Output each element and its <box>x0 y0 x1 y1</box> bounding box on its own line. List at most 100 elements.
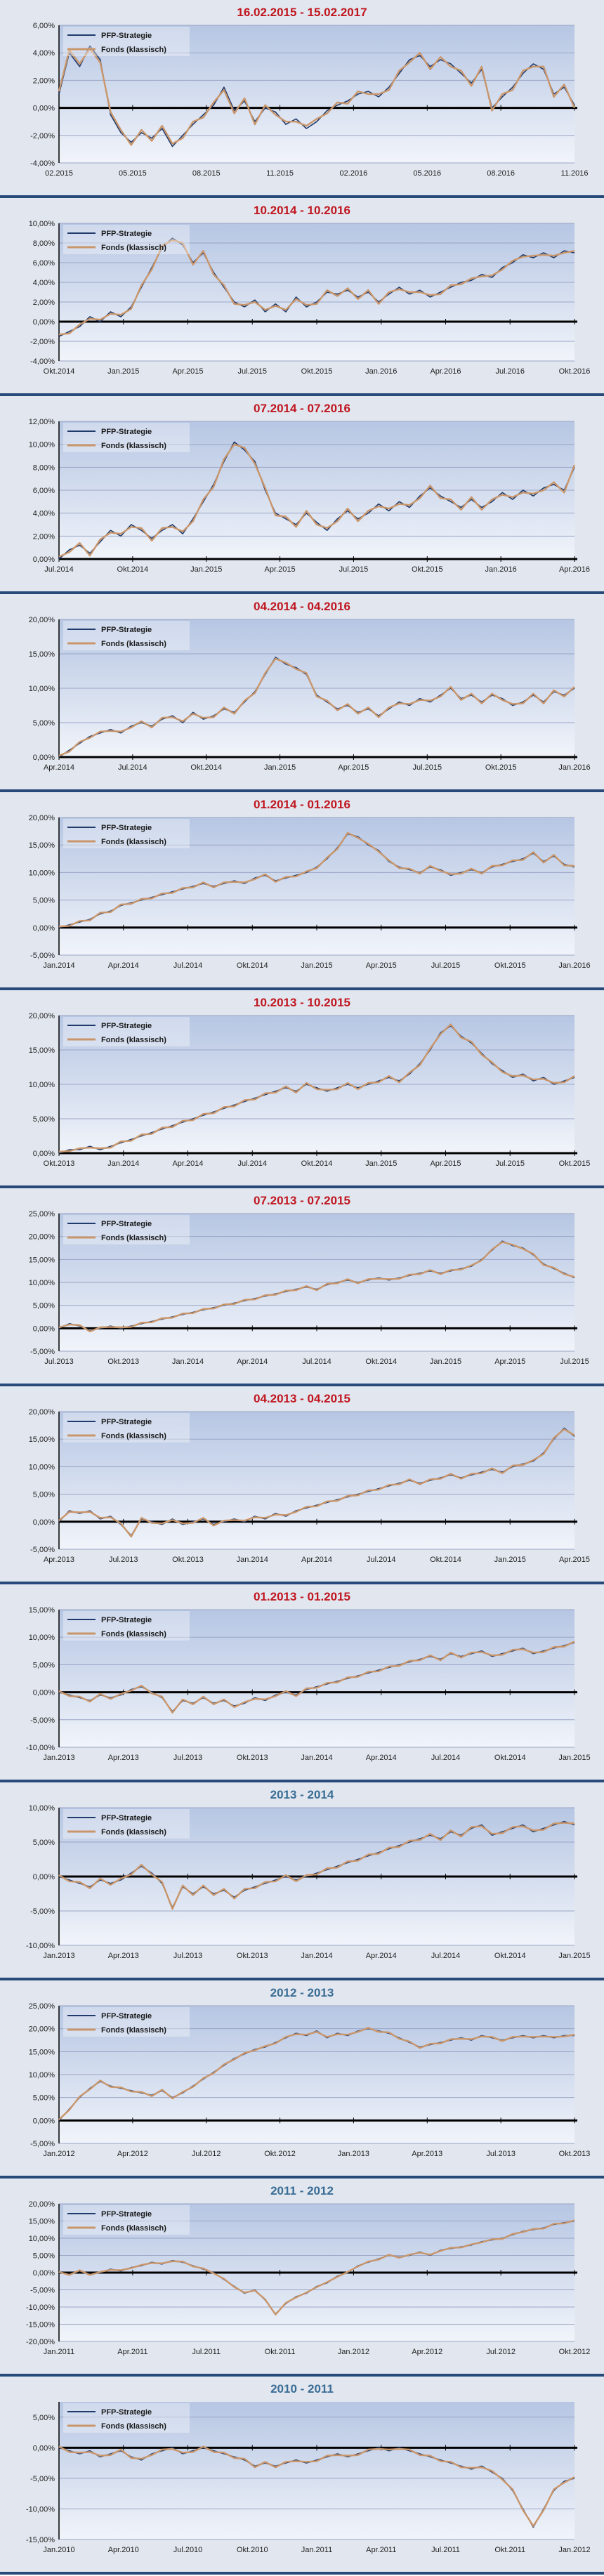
legend-label: Fonds (klassisch) <box>101 1432 166 1440</box>
x-tick-label: Jan.2015 <box>107 367 139 376</box>
x-tick-label: 02.2016 <box>340 169 368 178</box>
x-tick-label: 05.2016 <box>413 169 441 178</box>
y-tick-label: -5,00% <box>30 1907 55 1916</box>
x-tick-label: 02.2015 <box>45 169 73 178</box>
x-tick-label: Apr.2011 <box>366 2546 396 2554</box>
chart-svg: 12,00%10,00%8,00%6,00%4,00%2,00%0,00%Jul… <box>0 418 604 594</box>
plot-area <box>59 817 575 955</box>
legend-label: Fonds (klassisch) <box>101 442 166 450</box>
series-line-fonds-klassisch <box>58 2445 575 2528</box>
legend-label: PFP-Strategie <box>101 1814 152 1822</box>
y-tick-label: 15,00% <box>29 841 55 850</box>
panel-separator <box>0 195 604 198</box>
series-line-fonds-klassisch <box>58 657 575 757</box>
x-tick-label: Okt.2015 <box>494 961 526 970</box>
legend-label: PFP-Strategie <box>101 1022 152 1030</box>
y-tick-label: 15,00% <box>29 1256 55 1264</box>
chart-svg: 15,00% 10,00% 5,00% 0,00% -5,00% -10,00% Jan.2… <box>0 1606 604 1782</box>
chart-panel: 2012 - 2013 25,00% 20,00% 15,00% 10,00% 5,00%… <box>0 1980 604 2179</box>
y-tick-label: 5,00% <box>33 2414 55 2422</box>
x-tick-label: Jul.2012 <box>192 2150 221 2158</box>
panel-separator <box>0 1780 604 1782</box>
x-tick-label: Jan.2015 <box>190 565 222 574</box>
x-tick-label: Apr.2012 <box>412 2348 442 2356</box>
series-line-fonds-klassisch <box>58 832 575 928</box>
x-tick-label: Jan.2013 <box>43 1754 74 1762</box>
legend-label: Fonds (klassisch) <box>101 838 166 846</box>
chart-svg: 20,00% 15,00% 10,00% 5,00% 0,00%Apr.2014 Jul.… <box>0 616 604 792</box>
chart-title: 07.2013 - 07.2015 <box>253 1194 350 1207</box>
x-tick-label: Okt.2012 <box>264 2150 296 2158</box>
x-tick-label: Jul.2013 <box>109 1556 138 1564</box>
chart-title: 2010 - 2011 <box>270 2382 334 2396</box>
x-tick-label: Okt.2013 <box>107 1358 139 1366</box>
y-tick-label: 2,00% <box>33 532 55 541</box>
x-tick-label: Apr.2016 <box>559 565 590 574</box>
x-tick-label: Okt.2014 <box>190 763 222 772</box>
x-tick-label: Jan.2012 <box>338 2348 369 2356</box>
legend-label: PFP-Strategie <box>101 2408 152 2417</box>
y-tick-label: 4,00% <box>33 49 55 58</box>
x-tick-label: Jul.2014 <box>431 1754 461 1762</box>
x-tick-label: Jan.2014 <box>107 1159 139 1168</box>
legend-label: Fonds (klassisch) <box>101 2422 166 2431</box>
y-tick-label: 0,00% <box>33 556 55 564</box>
chart-title: 10.2013 - 10.2015 <box>253 996 350 1009</box>
panel-separator <box>0 1582 604 1584</box>
chart-panel: 10.2014 - 10.2016 10,00% 8,00% 6,00% 4,00% 2,… <box>0 198 604 396</box>
legend-label: Fonds (klassisch) <box>101 244 166 252</box>
y-tick-label: 0,00% <box>33 1325 55 1333</box>
y-tick-label: 10,00% <box>29 1634 55 1642</box>
x-tick-label: Jul.2014 <box>118 763 147 772</box>
legend-box <box>63 1809 190 1839</box>
y-tick-label: 0,00% <box>33 318 55 327</box>
x-tick-label: Jul.2010 <box>173 2546 203 2554</box>
y-tick-label: 0,00% <box>33 1518 55 1527</box>
x-tick-label: Apr.2013 <box>108 1952 139 1960</box>
x-tick-label: Jan.2015 <box>430 1358 461 1366</box>
x-tick-label: Jan.2014 <box>237 1556 268 1564</box>
x-tick-label: Jan.2015 <box>494 1556 526 1564</box>
x-tick-label: Okt.2014 <box>44 367 75 376</box>
y-tick-label: -10,00% <box>26 2304 55 2312</box>
x-tick-label: Apr.2011 <box>117 2348 147 2356</box>
x-tick-label: Jul.2014 <box>44 565 74 574</box>
x-tick-label: Apr.2014 <box>44 763 74 772</box>
y-tick-label: 25,00% <box>29 2002 55 2011</box>
x-tick-label: 08.2016 <box>487 169 515 178</box>
y-tick-label: 5,00% <box>33 897 55 905</box>
panel-separator <box>0 1384 604 1386</box>
legend-box <box>63 1413 190 1443</box>
y-tick-label: -10,00% <box>26 1942 55 1950</box>
panel-separator <box>0 987 604 990</box>
legend-box <box>63 621 190 650</box>
legend-label: Fonds (klassisch) <box>101 1234 166 1242</box>
x-tick-label: Apr.2014 <box>301 1556 332 1564</box>
legend-box <box>63 1215 190 1244</box>
y-tick-label: -5,00% <box>30 1348 55 1356</box>
x-tick-label: Apr.2013 <box>44 1556 74 1564</box>
x-tick-label: Apr.2015 <box>172 367 203 376</box>
x-tick-label: Apr.2015 <box>265 565 296 574</box>
y-tick-label: -5,00% <box>30 2140 55 2148</box>
y-tick-label: 0,00% <box>33 2444 55 2452</box>
chart-title: 2013 - 2014 <box>270 1788 334 1801</box>
y-tick-label: -15,00% <box>26 2321 55 2329</box>
chart-panel: 07.2014 - 07.2016 12,00% 10,00% 8,00% 6,00% 4… <box>0 396 604 594</box>
chart-panel: 2013 - 2014 10,00% 5,00% 0,00% -5,00% -10,00%… <box>0 1782 604 1980</box>
y-tick-label: 25,00% <box>29 1210 55 1218</box>
x-tick-label: Okt.2014 <box>365 1358 397 1366</box>
y-tick-label: 6,00% <box>33 487 55 495</box>
x-tick-label: Jul.2013 <box>44 1358 74 1366</box>
panel-separator <box>0 1978 604 1980</box>
x-tick-label: Okt.2011 <box>494 2546 525 2554</box>
chart-panel: 2010 - 2011 5,00% 0,00% -5,00% -10,00% -15,00… <box>0 2377 604 2575</box>
y-tick-label: 8,00% <box>33 464 55 472</box>
x-tick-label: Jul.2014 <box>431 1952 461 1960</box>
x-tick-label: Jan.2010 <box>43 2546 74 2554</box>
y-tick-label: -4,00% <box>30 159 55 168</box>
y-tick-label: 20,00% <box>29 616 55 624</box>
y-tick-label: 0,00% <box>33 924 55 933</box>
x-tick-label: Jul.2016 <box>495 367 525 376</box>
x-tick-label: Apr.2014 <box>172 1159 203 1168</box>
